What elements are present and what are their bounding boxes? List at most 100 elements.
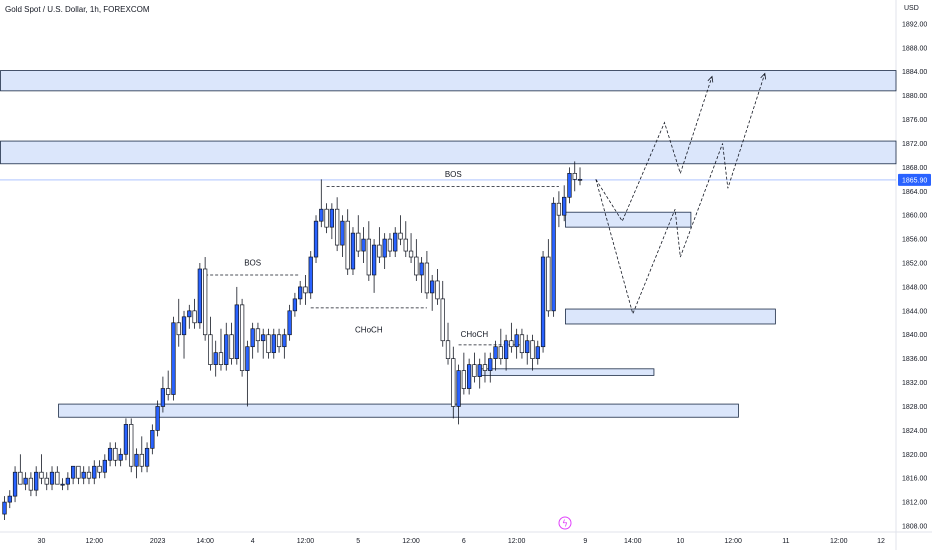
candle[interactable]: [245, 340, 250, 407]
candle[interactable]: [97, 460, 102, 479]
candle[interactable]: [118, 448, 123, 467]
candle[interactable]: [356, 215, 361, 258]
candle[interactable]: [493, 340, 498, 371]
candle[interactable]: [292, 292, 298, 317]
candle[interactable]: [509, 322, 514, 353]
candle[interactable]: [398, 215, 403, 246]
candle[interactable]: [366, 221, 371, 281]
candle[interactable]: [276, 328, 282, 353]
candle[interactable]: [55, 466, 60, 485]
candle[interactable]: [308, 251, 313, 299]
candle[interactable]: [271, 328, 276, 359]
candle[interactable]: [202, 257, 208, 341]
candle[interactable]: [208, 316, 213, 371]
candle[interactable]: [160, 376, 166, 413]
projection-path[interactable]: [595, 76, 713, 223]
candle[interactable]: [488, 352, 493, 383]
candle[interactable]: [144, 442, 150, 473]
candle[interactable]: [382, 233, 387, 269]
candle[interactable]: [435, 268, 440, 305]
candle[interactable]: [340, 215, 345, 258]
candle[interactable]: [234, 286, 239, 365]
candle[interactable]: [229, 322, 234, 365]
candle[interactable]: [192, 298, 197, 329]
candle[interactable]: [123, 418, 129, 461]
candle[interactable]: [166, 370, 171, 401]
candle[interactable]: [350, 227, 356, 275]
candle[interactable]: [113, 442, 118, 467]
candle[interactable]: [334, 197, 340, 252]
candle[interactable]: [535, 340, 540, 365]
candle[interactable]: [224, 322, 229, 371]
candle[interactable]: [102, 454, 107, 479]
candle[interactable]: [567, 167, 572, 204]
candle[interactable]: [81, 466, 86, 485]
candle[interactable]: [155, 400, 160, 437]
candle[interactable]: [65, 472, 71, 491]
candle[interactable]: [551, 197, 556, 317]
candle[interactable]: [419, 257, 424, 293]
candle[interactable]: [324, 203, 329, 234]
candle[interactable]: [456, 364, 461, 425]
candle[interactable]: [218, 328, 224, 371]
supply-demand-zone[interactable]: [58, 403, 739, 418]
candle[interactable]: [577, 167, 583, 186]
candle[interactable]: [371, 239, 377, 293]
candle[interactable]: [562, 185, 567, 222]
candle[interactable]: [255, 322, 261, 353]
candle[interactable]: [556, 191, 562, 228]
candle[interactable]: [12, 466, 18, 503]
candle[interactable]: [519, 328, 525, 359]
candle[interactable]: [129, 418, 134, 473]
supply-demand-zone[interactable]: [565, 308, 776, 325]
candle[interactable]: [239, 298, 245, 377]
candle[interactable]: [361, 227, 366, 264]
candle[interactable]: [414, 239, 419, 281]
candle[interactable]: [39, 454, 44, 485]
candle[interactable]: [445, 322, 451, 365]
candle[interactable]: [313, 215, 319, 264]
candle[interactable]: [282, 328, 287, 359]
candle[interactable]: [451, 346, 456, 419]
supply-demand-zone[interactable]: [480, 368, 655, 376]
supply-demand-zone[interactable]: [0, 70, 897, 92]
candle[interactable]: [461, 352, 467, 395]
candle[interactable]: [107, 442, 113, 467]
candle[interactable]: [430, 274, 435, 311]
candle[interactable]: [134, 448, 139, 479]
candle[interactable]: [34, 466, 39, 497]
candle[interactable]: [514, 328, 519, 359]
candle[interactable]: [466, 358, 472, 395]
candle[interactable]: [498, 328, 503, 365]
candle[interactable]: [49, 466, 55, 491]
candle[interactable]: [408, 233, 414, 264]
supply-demand-zone[interactable]: [0, 140, 897, 165]
candle[interactable]: [525, 334, 530, 365]
candle[interactable]: [303, 274, 308, 305]
candle[interactable]: [197, 263, 203, 329]
candle[interactable]: [2, 496, 7, 521]
candle[interactable]: [530, 334, 535, 371]
candle[interactable]: [477, 358, 482, 389]
candle[interactable]: [86, 466, 92, 485]
candle[interactable]: [28, 472, 34, 497]
candle[interactable]: [139, 436, 144, 473]
candle[interactable]: [393, 227, 398, 258]
candle[interactable]: [572, 161, 577, 192]
candle[interactable]: [503, 334, 509, 371]
candle[interactable]: [319, 179, 324, 228]
candle[interactable]: [546, 239, 551, 317]
candle[interactable]: [482, 352, 488, 383]
candle[interactable]: [76, 465, 81, 485]
event-marker[interactable]: [558, 516, 572, 530]
candle[interactable]: [176, 298, 181, 347]
candle[interactable]: [181, 310, 187, 359]
candle[interactable]: [440, 280, 445, 347]
candle[interactable]: [377, 227, 382, 264]
candle[interactable]: [250, 322, 255, 359]
projection-path[interactable]: [595, 73, 766, 316]
candle[interactable]: [298, 280, 303, 305]
candle[interactable]: [7, 490, 12, 509]
candle[interactable]: [187, 304, 192, 329]
candle[interactable]: [266, 328, 271, 359]
